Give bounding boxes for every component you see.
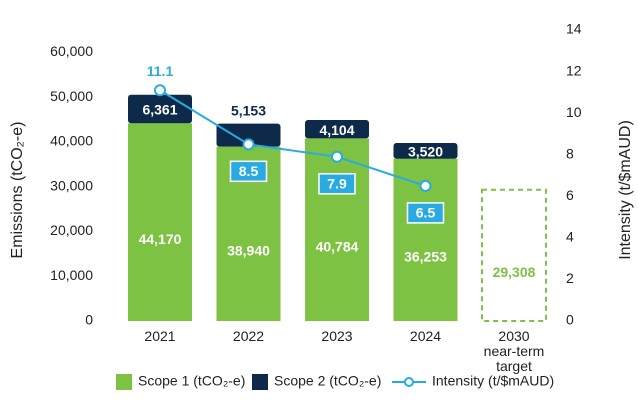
bar-scope2	[216, 123, 281, 147]
y2-tick-label: 0	[566, 312, 574, 328]
bar-scope1	[305, 138, 369, 321]
legend-label: Scope 1 (tCO₂-e)	[138, 373, 245, 389]
bar-scope2	[393, 142, 458, 159]
line-label-box	[406, 202, 445, 224]
x-tick-label: 2024	[409, 328, 442, 344]
intensity-point	[331, 150, 343, 163]
bar-label: 44,170	[139, 231, 182, 247]
bar-label: 3,520	[408, 144, 443, 160]
y2-tick-label: 4	[566, 229, 574, 245]
bar-scope2	[305, 120, 369, 139]
bar-label: 6,361	[142, 102, 177, 118]
legend-label: Scope 2 (tCO₂-e)	[274, 373, 381, 389]
legend-marker	[404, 377, 414, 387]
y-tick-label: 60,000	[50, 43, 93, 59]
y2-tick-label: 14	[566, 21, 582, 37]
y-tick-label: 10,000	[50, 267, 93, 283]
x-tick-label: 2021	[144, 328, 176, 344]
x-tick-label: 2030 near-term target	[483, 328, 545, 374]
bar-label: 5,153	[231, 102, 266, 118]
y-tick-label: 50,000	[50, 88, 93, 104]
y-tick-label: 30,000	[50, 177, 93, 193]
line-label: 7.9	[327, 175, 347, 191]
legend-swatch	[116, 374, 132, 390]
x-tick-label: 2023	[321, 328, 353, 344]
y-tick-label: 20,000	[50, 222, 93, 238]
bar-label: 38,940	[227, 243, 270, 259]
legend-label: Intensity (t/$mAUD)	[432, 373, 554, 389]
y-axis-title: Emissions (tCO₂-e)	[9, 122, 26, 259]
x-tick-label: 2022	[232, 328, 265, 344]
bar-label: 40,784	[316, 238, 359, 254]
bar-label: 4,104	[319, 122, 354, 138]
line-label: 11.1	[147, 63, 174, 79]
y2-axis-title: Intensity (t/$mAUD)	[617, 120, 634, 260]
line-label: 6.5	[416, 205, 436, 221]
y2-tick-label: 8	[566, 145, 574, 161]
intensity-point	[419, 179, 432, 192]
y2-tick-label: 12	[566, 62, 582, 78]
legend-swatch	[252, 374, 268, 390]
bar-label: 36,253	[404, 249, 447, 265]
line-label-box	[229, 160, 268, 183]
bar-scope1	[128, 123, 192, 322]
line-label: 8.5	[239, 163, 259, 179]
y2-tick-label: 10	[566, 104, 582, 120]
intensity-point	[242, 138, 255, 151]
bar-label: 29,308	[493, 264, 536, 280]
bar-scope2	[128, 94, 192, 124]
y-tick-label: 0	[85, 312, 93, 328]
intensity-point	[154, 84, 166, 97]
y-tick-label: 40,000	[50, 133, 93, 149]
y2-tick-label: 2	[566, 270, 574, 286]
line-label-box	[318, 173, 356, 195]
intensity-line	[159, 89, 426, 187]
y2-tick-label: 6	[566, 187, 574, 203]
bar-scope1	[481, 188, 547, 322]
